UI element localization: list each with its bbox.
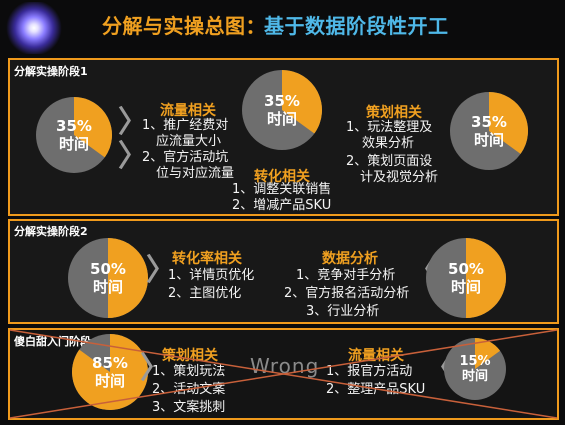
stage1-traffic-item: 2、官方活动坑 <box>142 150 229 165</box>
stage3-planning-title: 策划相关 <box>162 348 218 364</box>
stage2-data-analysis-item: 3、行业分析 <box>306 304 380 319</box>
donut-label: 时间 <box>266 110 297 128</box>
donut-text: 15% 时间 <box>442 336 508 402</box>
donut-text: 35% 时间 <box>34 95 114 175</box>
stage3-planning-item: 3、文案挑刺 <box>152 400 226 415</box>
donut-label: 时间 <box>450 278 481 296</box>
donut-fill <box>466 238 506 318</box>
stage3-traffic-title: 流量相关 <box>348 348 404 364</box>
stage1-traffic-item: 应流量大小 <box>156 134 222 149</box>
donut-text: 50% 时间 <box>424 236 508 320</box>
donut-percent: 50% <box>90 260 126 278</box>
stage1-conversion-item: 2、增减产品SKU <box>232 198 332 213</box>
donut-percent: 35% <box>471 113 507 131</box>
donut-chart <box>450 92 528 170</box>
stage2-donut-left: 50% 时间 <box>66 236 150 320</box>
stage3-traffic-item: 1、报官方活动 <box>326 364 413 379</box>
donut-percent: 15% <box>459 354 491 369</box>
stage1-label: 分解实操阶段1 <box>14 65 88 78</box>
donut-percent: 50% <box>448 260 484 278</box>
page-title: 分解与实操总图： 基于数据阶段性开工 <box>0 8 565 38</box>
stage2-conversion-rate-item: 1、详情页优化 <box>168 268 255 283</box>
stage1-conversion-title: 转化相关 <box>254 169 310 185</box>
donut-label: 时间 <box>92 278 123 296</box>
stage1-donut-right: 35% 时间 <box>448 90 530 172</box>
donut-chart <box>242 70 322 150</box>
donut-label: 时间 <box>58 135 89 153</box>
donut-label: 时间 <box>94 372 125 390</box>
donut-label: 时间 <box>473 131 504 149</box>
stage2-data-analysis-item: 1、竞争对手分析 <box>296 268 396 283</box>
donut-fill <box>282 70 322 134</box>
stage1-donut-center: 35% 时间 <box>240 68 324 152</box>
donut-chart <box>68 238 148 318</box>
donut-text: 35% 时间 <box>448 90 530 172</box>
stage1-planning-item: 计及视觉分析 <box>360 170 439 185</box>
donut-text: 85% 时间 <box>70 332 150 412</box>
stage2-data-analysis-item: 2、官方报名活动分析 <box>284 286 410 301</box>
stage1-traffic-item: 位与对应流量 <box>156 166 235 181</box>
glowing-orb-logo <box>4 2 64 54</box>
donut-percent: 35% <box>56 117 92 135</box>
donut-text: 35% 时间 <box>240 68 324 152</box>
stage2-conversion-rate-item: 2、主图优化 <box>168 286 242 301</box>
donut-percent: 35% <box>264 92 300 110</box>
stage1-conversion-item: 1、调整关联销售 <box>232 182 332 197</box>
title-part2: 基于数据阶段性开工 <box>264 14 449 38</box>
stage2-label: 分解实操阶段2 <box>14 225 88 238</box>
stage3-traffic-item: 2、整理产品SKU <box>326 382 426 397</box>
chevron-right-icon: 〉 <box>146 253 176 288</box>
stage1-donut-left: 35% 时间 <box>34 95 114 175</box>
stage1-planning-item: 效果分析 <box>362 136 415 151</box>
stage2-donut-right: 50% 时间 <box>424 236 508 320</box>
chevron-right-icon: 〉 <box>118 105 148 140</box>
stage1-planning-item: 1、玩法整理及 <box>346 120 433 135</box>
donut-chart <box>36 97 112 173</box>
stage1-traffic-item: 1、推广经费对 <box>142 118 229 133</box>
donut-fill <box>489 92 528 154</box>
donut-fill <box>74 97 112 158</box>
title-part1: 分解与实操总图： <box>102 14 266 38</box>
chevron-right-icon: 〉 <box>118 139 148 174</box>
donut-percent: 85% <box>92 354 128 372</box>
stage3-planning-item: 2、活动文案 <box>152 382 226 397</box>
stage1-traffic-title: 流量相关 <box>160 103 216 119</box>
donut-label: 时间 <box>461 369 488 384</box>
stage1-planning-title: 策划相关 <box>366 105 422 121</box>
donut-text: 50% 时间 <box>66 236 150 320</box>
donut-fill <box>108 238 148 318</box>
stage2-conversion-rate-title: 转化率相关 <box>172 251 242 267</box>
stage3-donut-left: 85% 时间 <box>70 332 150 412</box>
stage3-planning-item: 1、策划玩法 <box>152 364 226 379</box>
wrong-watermark: Wrong <box>250 354 320 378</box>
stage3-donut-right: 15% 时间 <box>442 336 508 402</box>
stage2-data-analysis-title: 数据分析 <box>322 251 378 267</box>
donut-chart <box>426 238 506 318</box>
stage1-planning-item: 2、策划页面设 <box>346 154 433 169</box>
